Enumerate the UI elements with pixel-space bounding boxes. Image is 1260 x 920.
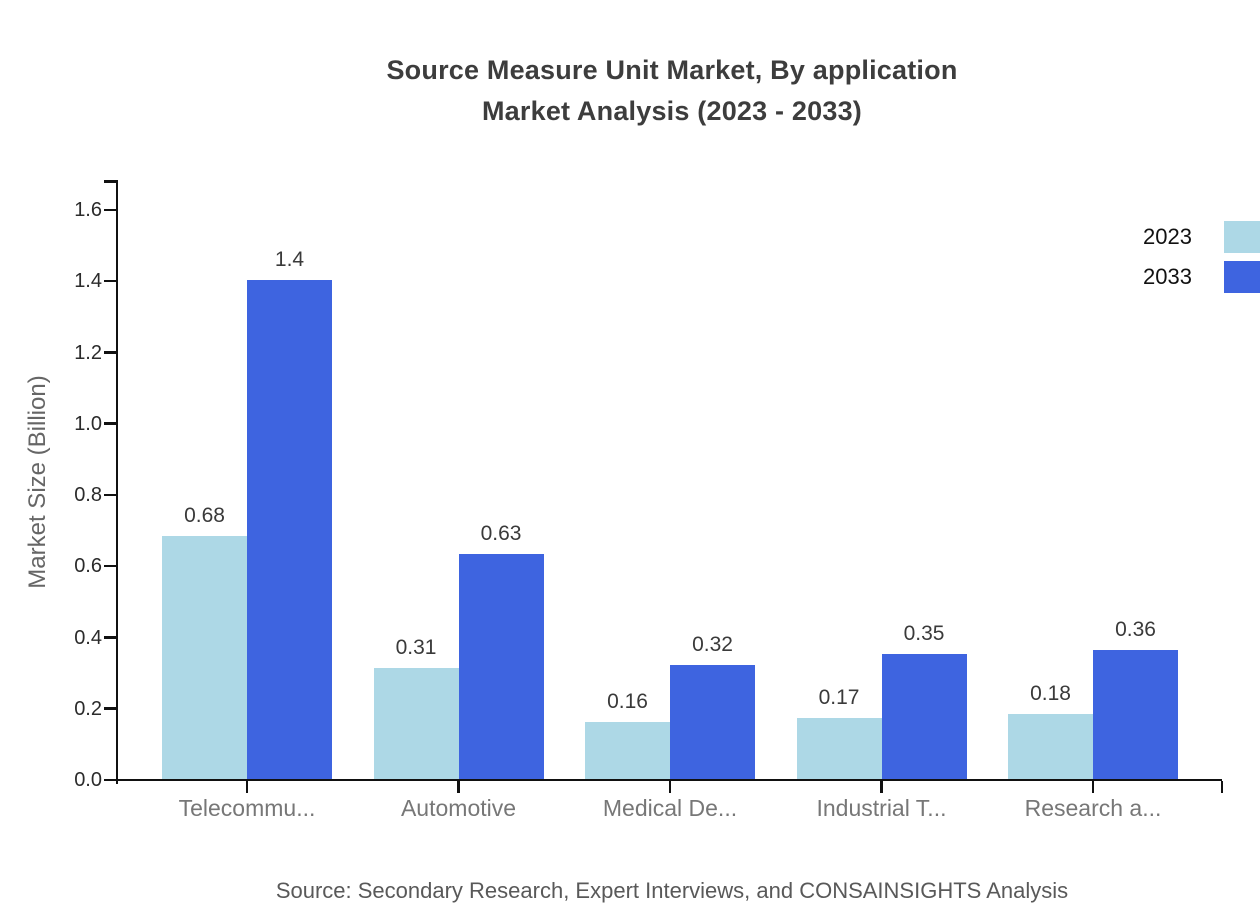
legend-label-2033: 2033 [1143,264,1192,289]
bar-2023-2 [585,721,670,779]
bar-2023-3 [796,717,882,779]
bar-value-label: 0.18 [1030,682,1071,706]
bar-2033-1 [458,554,544,779]
bar-value-label: 0.68 [184,504,225,528]
bar-value-label: 0.36 [1115,618,1156,642]
bar-value-label: 0.63 [480,522,522,546]
source-note: Source: Secondary Research, Expert Inter… [275,878,1069,903]
chart-title: Source Measure Unit Market, By applicati… [42,50,1260,132]
y-tick-label: 0.8 [74,484,102,506]
x-axis-line [115,778,1222,781]
y-tick [103,636,116,639]
x-category-label: Research a... [1024,795,1162,821]
legend-item-2023: 2023 [1100,221,1260,253]
bar-value-label: 0.17 [818,685,860,709]
x-tick [245,781,249,793]
y-tick-label: 0.6 [74,555,102,578]
bar-2033-3 [881,653,967,779]
y-tick-label: 1.6 [74,199,102,221]
x-tick [1220,781,1224,793]
x-tick [668,781,672,793]
x-tick [1091,781,1095,793]
bar-value-label: 1.4 [274,247,305,271]
chart-title-line1: Source Measure Unit Market, By applicati… [386,55,958,85]
x-category-label: Automotive [400,795,517,821]
bar-2033-2 [670,664,755,779]
legend-swatch-2023 [1224,221,1260,253]
y-tick [103,778,116,781]
x-category-label: Medical De... [602,795,738,821]
y-tick-label: 1.2 [74,341,102,364]
bar-value-label: 0.16 [607,689,648,713]
legend-swatch-2033 [1224,261,1260,293]
y-axis-line [115,180,118,784]
y-tick [103,707,116,710]
bar-value-label: 0.31 [395,636,437,660]
chart-title-line2: Market Analysis (2023 - 2033) [481,96,862,126]
x-tick [880,781,883,793]
bar-value-label: 0.32 [692,632,733,656]
bar-2023-4 [1008,714,1093,779]
y-tick [103,208,116,211]
y-tick-label: 0.2 [74,697,102,720]
y-axis-endcap-tick [103,180,116,183]
y-tick [103,493,116,496]
y-tick-label: 0.4 [74,626,102,649]
bar-2033-0 [247,279,332,779]
bar-2023-1 [373,668,459,779]
legend-label-2023: 2023 [1143,224,1192,249]
y-tick-label: 1.4 [74,270,102,293]
y-tick [103,564,116,568]
y-tick [103,422,116,425]
y-tick-label: 0.0 [74,769,102,791]
legend-item-2033: 2033 [1100,261,1260,293]
y-tick [103,279,116,283]
x-tick [457,781,460,793]
x-category-label: Telecommu... [178,795,316,821]
bar-2023-0 [162,536,247,779]
bar-2033-4 [1093,650,1178,779]
y-tick [103,351,116,354]
x-category-label: Industrial T... [816,795,947,821]
y-tick-label: 1.0 [74,412,102,435]
bar-value-label: 0.35 [903,621,945,645]
